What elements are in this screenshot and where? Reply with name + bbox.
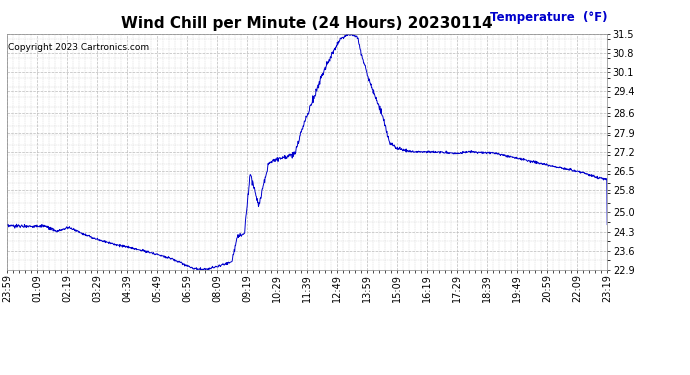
Text: Temperature  (°F): Temperature (°F) xyxy=(490,11,607,24)
Text: Copyright 2023 Cartronics.com: Copyright 2023 Cartronics.com xyxy=(8,43,149,52)
Title: Wind Chill per Minute (24 Hours) 20230114: Wind Chill per Minute (24 Hours) 2023011… xyxy=(121,16,493,31)
